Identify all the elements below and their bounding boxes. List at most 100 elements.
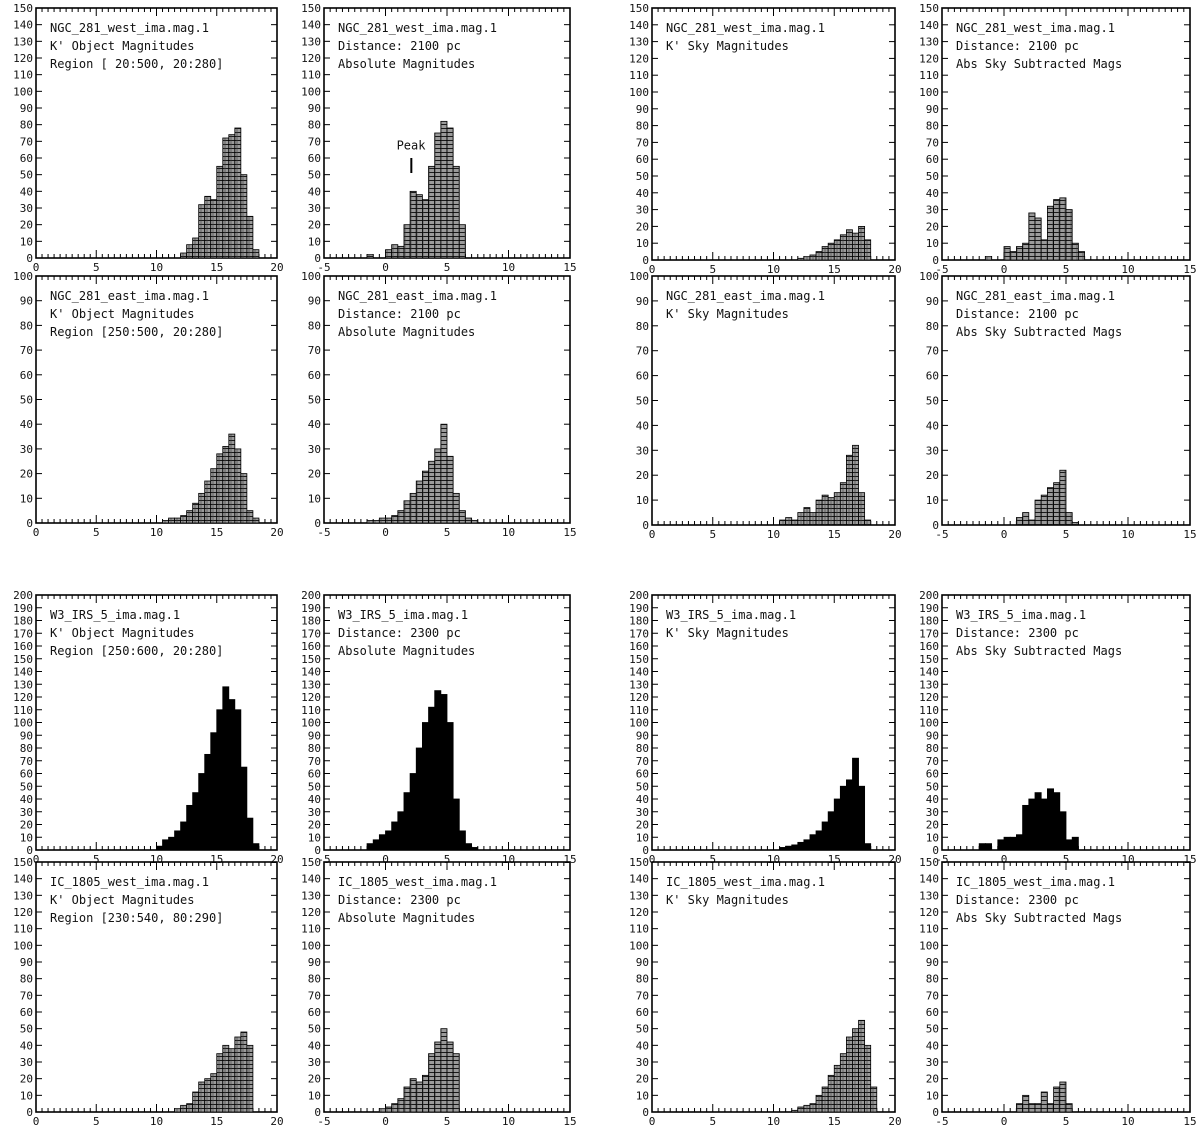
y-tick-label: 40 [636,1039,649,1052]
y-tick-label: 80 [636,120,649,133]
histogram-bar [1078,251,1086,261]
y-tick-label: 10 [308,831,321,844]
x-tick-label: 0 [649,528,656,541]
x-tick-label: 10 [1121,1115,1134,1128]
y-tick-label: 70 [926,755,939,768]
y-tick-label: 120 [919,906,939,919]
histogram-bar [434,132,442,259]
y-tick-label: 140 [301,19,321,32]
x-tick-label: 20 [888,528,901,541]
histogram-bar [1059,197,1067,261]
y-tick-label: 70 [20,344,33,357]
y-tick-label: 20 [308,1073,321,1086]
histogram-bar [385,1106,393,1113]
x-tick-label: -5 [317,261,330,274]
histogram-bar [821,821,829,851]
histogram-bar [366,520,374,524]
histogram-bar [809,254,817,261]
histogram-bar [815,251,823,261]
y-tick-label: 0 [314,517,321,530]
y-tick-label: 150 [629,653,649,666]
histogram-bar [192,502,200,524]
histogram-bar [1034,1103,1042,1113]
x-tick-label: 10 [1121,263,1134,276]
y-tick-label: 0 [26,252,33,265]
y-tick-label: 60 [308,1006,321,1019]
y-tick-label: 80 [636,742,649,755]
y-tick-label: 100 [629,717,649,730]
histogram-bar [228,433,236,524]
y-tick-label: 200 [629,589,649,602]
histogram-bar [870,1086,878,1113]
panel-annotation: Distance: 2100 pc [956,39,1079,53]
y-tick-label: 120 [13,52,33,65]
histogram-bar [1028,519,1036,526]
y-tick-label: 60 [636,1006,649,1019]
panel-annotation: Abs Sky Subtracted Mags [956,57,1122,71]
histogram-bar [228,1048,236,1113]
x-tick-label: 5 [1063,853,1070,866]
histogram-bar [234,127,242,259]
x-tick-label: 10 [767,263,780,276]
y-tick-label: 80 [636,973,649,986]
y-tick-label: 50 [926,395,939,408]
y-tick-label: 110 [919,923,939,936]
y-tick-label: 80 [20,319,33,332]
panel-annotation: NGC_281_west_ima.mag.1 [338,21,497,35]
histogram-bar [174,1108,181,1113]
y-tick-label: 10 [20,831,33,844]
y-tick-label: 130 [301,35,321,48]
histogram-bar [809,834,817,851]
y-tick-label: 100 [629,939,649,952]
histogram-bar [440,694,448,851]
x-tick-label: 15 [210,261,223,274]
histogram-bar [852,1028,859,1113]
histogram-bar [397,510,405,524]
y-tick-label: 120 [629,691,649,704]
y-tick-label: 110 [13,704,33,717]
histogram-bar [815,499,823,526]
histogram-bar [1028,212,1036,261]
histogram-bar [858,492,866,526]
y-tick-label: 0 [932,519,939,532]
histogram-bar [372,520,380,524]
y-tick-label: 0 [314,844,321,857]
y-tick-label: 110 [301,69,321,82]
y-tick-label: 140 [919,873,939,886]
panel-annotation: K' Object Magnitudes [50,626,195,640]
histogram-bar [846,779,853,851]
y-tick-label: 70 [636,989,649,1002]
y-tick-label: 120 [13,906,33,919]
panel-annotation: NGC_281_east_ima.mag.1 [956,289,1115,303]
histogram-bar [234,709,242,851]
y-tick-label: 160 [919,640,939,653]
histogram-bar [428,706,436,851]
x-tick-label: 5 [93,1115,100,1128]
y-tick-label: 70 [926,345,939,358]
y-tick-label: 20 [636,819,649,832]
y-tick-label: 50 [20,394,33,407]
y-tick-label: 90 [926,295,939,308]
y-tick-label: 30 [308,202,321,215]
histogram-bar [180,821,188,851]
y-tick-label: 70 [636,755,649,768]
y-tick-label: 80 [926,973,939,986]
x-tick-label: 0 [33,853,40,866]
panel-annotation: Distance: 2300 pc [956,626,1079,640]
y-tick-label: 110 [919,704,939,717]
y-tick-label: 0 [314,1106,321,1119]
histogram-bar [1022,242,1030,261]
histogram-bar [204,753,212,851]
histogram-bar [434,1041,442,1113]
x-tick-label: 10 [150,1115,163,1128]
y-tick-label: 0 [642,519,649,532]
y-tick-label: 150 [13,2,33,15]
histogram-bar [833,492,841,526]
y-tick-label: 70 [308,344,321,357]
y-tick-label: 70 [20,755,33,768]
histogram-bar [458,830,466,851]
histogram-bar [1047,788,1055,851]
y-tick-label: 70 [308,135,321,148]
y-tick-label: 60 [926,1006,939,1019]
